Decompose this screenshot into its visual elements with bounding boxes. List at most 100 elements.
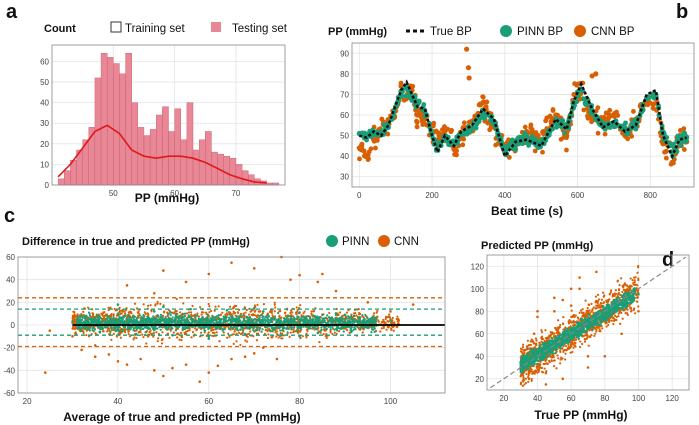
cnn-point [372,314,375,317]
cnn-point [207,331,210,334]
pinn-point [279,329,282,332]
cnn-point [627,285,630,288]
cnn-point [299,337,302,340]
pinn-bp-point [510,146,516,152]
cnn-point [279,309,282,313]
pinn-point [295,330,298,333]
cnn-point [275,335,278,338]
pinn-point [178,314,181,318]
cnn-point [157,337,160,340]
pinn-point [352,328,355,331]
pinn-point [357,322,360,325]
legend-training-label: Training set [125,23,185,35]
panel-a-plot-frame [51,44,286,186]
pinn-point [329,327,332,331]
cnn-point [266,336,270,340]
pinn-point [293,320,296,323]
pinn-point [252,326,255,330]
pinn-point [266,326,269,329]
cnn-point [159,302,162,305]
pinn-point [311,321,314,324]
panel-b-x-tick-4: 800 [644,191,658,200]
cnn-point [600,298,604,301]
cnn-point [184,280,188,284]
panel-b-title: PP (mmHg) [328,26,387,38]
cnn-bp-point [585,113,590,119]
pinn-point [267,321,271,325]
cnn-bp-point [461,120,467,126]
pinn-point [239,313,242,317]
pinn-point [265,316,269,319]
pinn-point [241,329,244,332]
cnn-point [145,342,148,345]
pinn-point [389,319,392,322]
pinn-point [280,333,283,337]
pinn-point [118,313,121,316]
panel-a-histogram: Count Training set Testing set 50 60 70010… [40,21,288,205]
pinn-point [98,330,102,334]
pinn-point [93,328,97,331]
pinn-point [201,316,204,319]
panel-a-y-tick-1: 10 [40,160,49,169]
pinn-point [237,329,240,332]
cnn-bp-point [561,134,567,140]
pinn-point [286,326,289,329]
pinn-point [222,319,226,322]
pinn-point [329,318,332,321]
cnn-point [276,330,279,333]
pinn-point [345,326,348,329]
pinn-point [283,326,286,330]
pinn-point [130,321,133,324]
pinn-point [123,314,127,318]
pinn-point [255,319,258,322]
cnn-point [120,312,123,315]
hist-bar [168,131,175,186]
pinn-point [269,330,272,333]
cnn-point [180,339,183,342]
cnn-bp-point [681,147,687,152]
cnn-point [139,357,142,361]
pinn-bp-point [529,134,535,140]
cnn-point [156,302,159,305]
panel-a-x-tick-1: 60 [170,189,179,198]
cnn-point [553,296,556,300]
pinn-point [316,331,320,335]
pinn-point [71,320,74,323]
pinn-bp-point [506,143,512,149]
pinn-point [230,326,234,329]
cnn-point [172,312,175,315]
pinn-bp-point [582,100,588,106]
cnn-point [299,304,302,307]
cnn-point [166,311,169,314]
cnn-point [316,280,320,284]
pinn-point [206,315,209,318]
pinn-point [147,319,150,322]
cnn-point [274,306,277,309]
cnn-point [383,321,386,324]
cnn-point [289,309,293,312]
pinn-point [248,315,252,319]
pinn-point [288,315,291,318]
cnn-point [242,312,245,315]
cnn-point [578,276,581,279]
pinn-point [236,327,239,330]
pinn-point [170,327,174,330]
cnn-point [294,311,298,314]
pinn-point [315,319,318,322]
cnn-point [338,311,342,314]
cnn-point [288,335,291,338]
pinn-point [181,316,185,319]
cnn-point [203,331,206,334]
cnn-point [188,329,191,332]
cnn-point [169,327,172,331]
panel-c-x-tick-2: 60 [204,397,213,406]
cnn-bp-point [480,94,486,100]
pinn-point [201,326,204,329]
cnn-point [578,287,581,291]
cnn-bp-point [359,143,365,149]
pinn-point [230,315,233,318]
cnn-point [142,335,145,339]
cnn-point [112,329,116,332]
cnn-point [255,339,259,342]
pinn-point [350,329,354,333]
